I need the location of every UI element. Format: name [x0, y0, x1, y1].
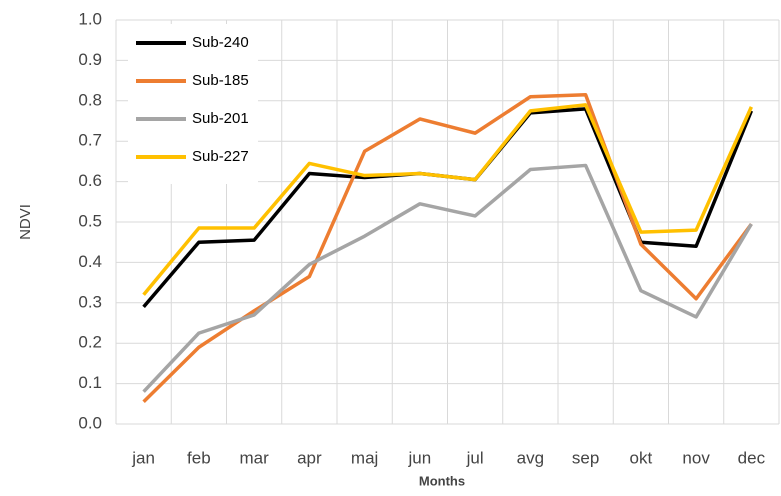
x-tick-label: feb [187, 448, 211, 467]
x-tick-label: okt [630, 448, 653, 467]
y-tick-label: 0.8 [78, 90, 102, 109]
x-tick-label: jun [408, 448, 432, 467]
x-tick-label: maj [351, 448, 378, 467]
x-tick-label: sep [572, 448, 599, 467]
y-tick-label: 0.0 [78, 413, 102, 432]
y-tick-label: 0.2 [78, 333, 102, 352]
x-tick-label: dec [738, 448, 766, 467]
series-line [142, 103, 753, 296]
y-tick-label: 0.7 [78, 131, 102, 150]
x-axis-label: Months [419, 473, 465, 488]
y-axis-label: NDVI [17, 204, 34, 240]
legend-label: Sub-185 [192, 72, 249, 89]
legend-label: Sub-240 [192, 34, 249, 51]
x-tick-label: avg [517, 448, 544, 467]
x-tick-label: jan [131, 448, 155, 467]
y-tick-label: 1.0 [78, 9, 102, 28]
x-tick-label: nov [682, 448, 710, 467]
y-tick-label: 0.4 [78, 252, 102, 271]
y-tick-label: 0.9 [78, 50, 102, 69]
x-tick-label: jul [466, 448, 484, 467]
legend-label: Sub-201 [192, 110, 249, 127]
x-tick-label: mar [239, 448, 269, 467]
legend-label: Sub-227 [192, 148, 249, 165]
y-tick-label: 0.1 [78, 373, 102, 392]
y-tick-label: 0.5 [78, 211, 102, 230]
y-tick-label: 0.3 [78, 292, 102, 311]
y-tick-label: 0.6 [78, 171, 102, 190]
legend: Sub-240 Sub-185 Sub-201 Sub-227 [128, 24, 258, 184]
series-line [142, 163, 753, 393]
x-tick-label: apr [297, 448, 322, 467]
